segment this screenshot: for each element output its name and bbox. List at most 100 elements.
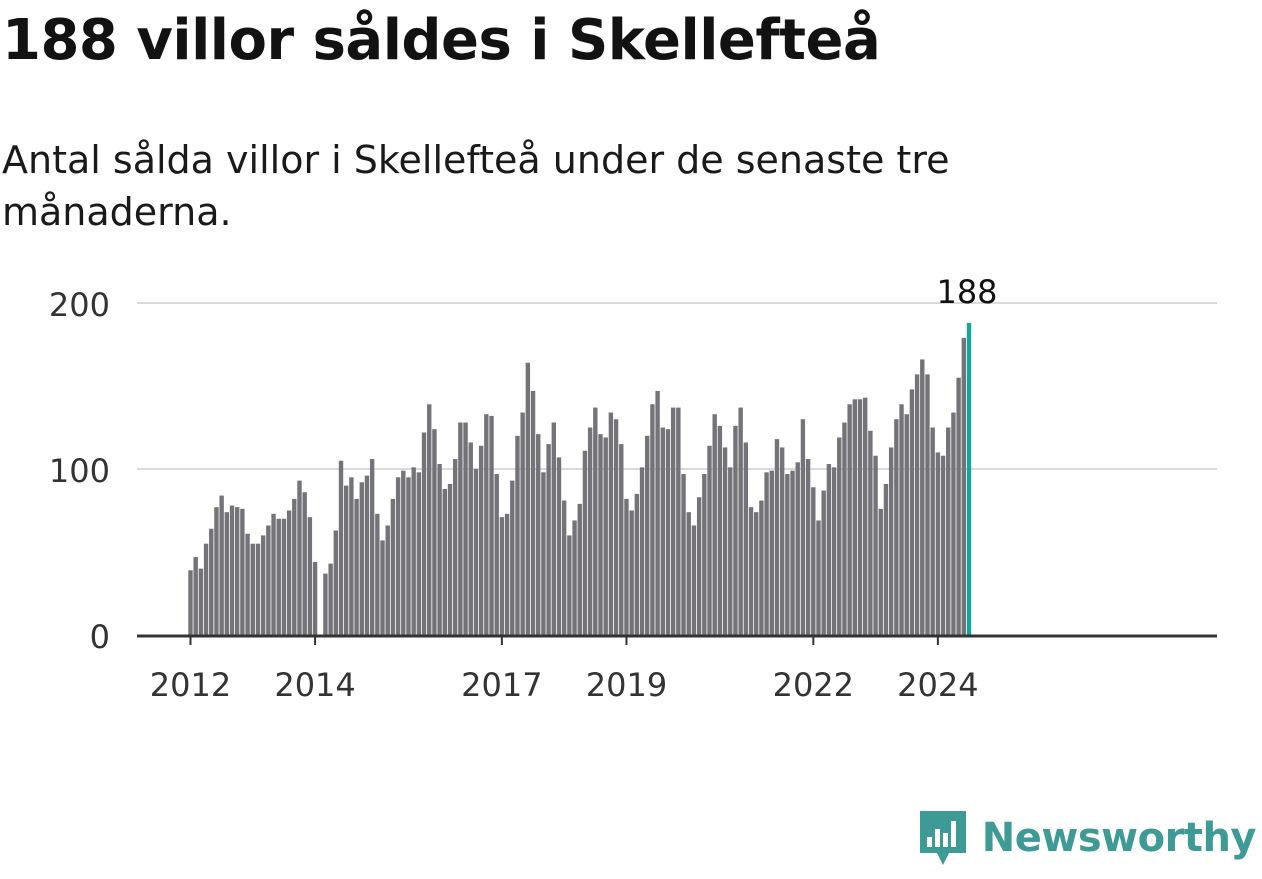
- bar: [328, 563, 333, 635]
- bar: [338, 460, 344, 635]
- x-tick-label-2019: 2019: [586, 666, 667, 704]
- bar: [390, 498, 396, 635]
- bar: [572, 520, 577, 635]
- bar: [909, 389, 915, 635]
- bar: [520, 412, 525, 635]
- bar: [494, 473, 499, 635]
- bar: [914, 374, 920, 635]
- bar: [567, 535, 572, 635]
- bar: [743, 442, 749, 635]
- bar: [748, 507, 754, 635]
- bar: [359, 482, 364, 635]
- bar: [214, 507, 219, 635]
- bar: [883, 483, 889, 635]
- bar: [380, 540, 385, 635]
- bar: [837, 437, 842, 635]
- bar: [421, 432, 427, 635]
- bar: [946, 427, 951, 635]
- bar: [292, 498, 297, 635]
- bar: [754, 512, 759, 635]
- bar: [478, 445, 484, 635]
- x-tick-label-2012: 2012: [150, 666, 231, 704]
- bar: [473, 469, 479, 635]
- bar: [842, 422, 847, 635]
- bar: [427, 404, 432, 635]
- x-tick-label-2014: 2014: [274, 666, 355, 704]
- bar: [831, 467, 837, 635]
- bar: [857, 399, 863, 635]
- bar: [691, 525, 697, 635]
- bar: [878, 508, 883, 635]
- bar: [499, 517, 505, 635]
- bar: [925, 374, 930, 635]
- bar: [432, 429, 437, 635]
- bar: [406, 477, 411, 635]
- bars: [188, 322, 972, 635]
- bar: [504, 513, 510, 635]
- bar: [935, 452, 941, 635]
- bar: [779, 447, 785, 635]
- bar: [582, 450, 588, 635]
- bar: [240, 508, 245, 635]
- bar: [416, 472, 422, 635]
- y-tick-label: 100: [49, 452, 110, 490]
- bar: [629, 510, 634, 635]
- y-tick-label: 0: [90, 618, 110, 656]
- bar: [847, 404, 852, 635]
- bar: [707, 445, 712, 635]
- bar: [650, 404, 655, 635]
- bar: [515, 435, 520, 635]
- bar: [593, 407, 598, 635]
- newsworthy-logo-text: Newsworthy: [981, 815, 1257, 861]
- bar: [551, 422, 556, 635]
- bar: [577, 503, 582, 635]
- bar-latest: [966, 322, 972, 635]
- bar: [920, 359, 925, 635]
- bar: [759, 500, 764, 635]
- bar: [774, 439, 780, 635]
- bar: [624, 498, 629, 635]
- bar: [255, 543, 261, 635]
- bar: [530, 390, 536, 635]
- bar: [188, 570, 193, 635]
- bar: [312, 561, 318, 635]
- bar: [696, 497, 702, 635]
- bar: [385, 525, 390, 635]
- bar: [452, 459, 458, 635]
- bar: [940, 455, 946, 635]
- bar: [375, 513, 380, 635]
- bar: [587, 427, 593, 635]
- bar: [266, 525, 271, 635]
- bar: [888, 447, 894, 635]
- bar: [785, 473, 790, 635]
- bar: [603, 437, 608, 635]
- bar: [800, 419, 806, 635]
- annotations: 188: [936, 273, 997, 311]
- bar: [323, 573, 328, 635]
- y-axis-ticks: 0 100 200: [49, 286, 110, 656]
- chart-title: 188 villor såldes i Skellefteå: [2, 8, 881, 73]
- bar: [224, 512, 230, 635]
- latest-value-label: 188: [936, 273, 997, 311]
- bar: [676, 407, 681, 635]
- x-tick-label-2017: 2017: [461, 666, 542, 704]
- bar: [894, 419, 899, 635]
- bar: [930, 427, 935, 635]
- bar: [541, 472, 546, 635]
- bar: [681, 473, 686, 635]
- bar: [276, 518, 281, 635]
- bar: [364, 475, 370, 635]
- bar: [712, 414, 717, 635]
- bar: [613, 419, 619, 635]
- bar: [634, 493, 640, 635]
- bar: [717, 425, 723, 635]
- x-tick-label-2022: 2022: [773, 666, 854, 704]
- bar: [229, 505, 235, 635]
- bar: [333, 530, 339, 635]
- bar: [447, 483, 453, 635]
- bar: [203, 543, 209, 635]
- bar: [904, 414, 909, 635]
- y-tick-label: 200: [49, 286, 110, 324]
- bar: [307, 517, 313, 635]
- bar: [484, 414, 489, 635]
